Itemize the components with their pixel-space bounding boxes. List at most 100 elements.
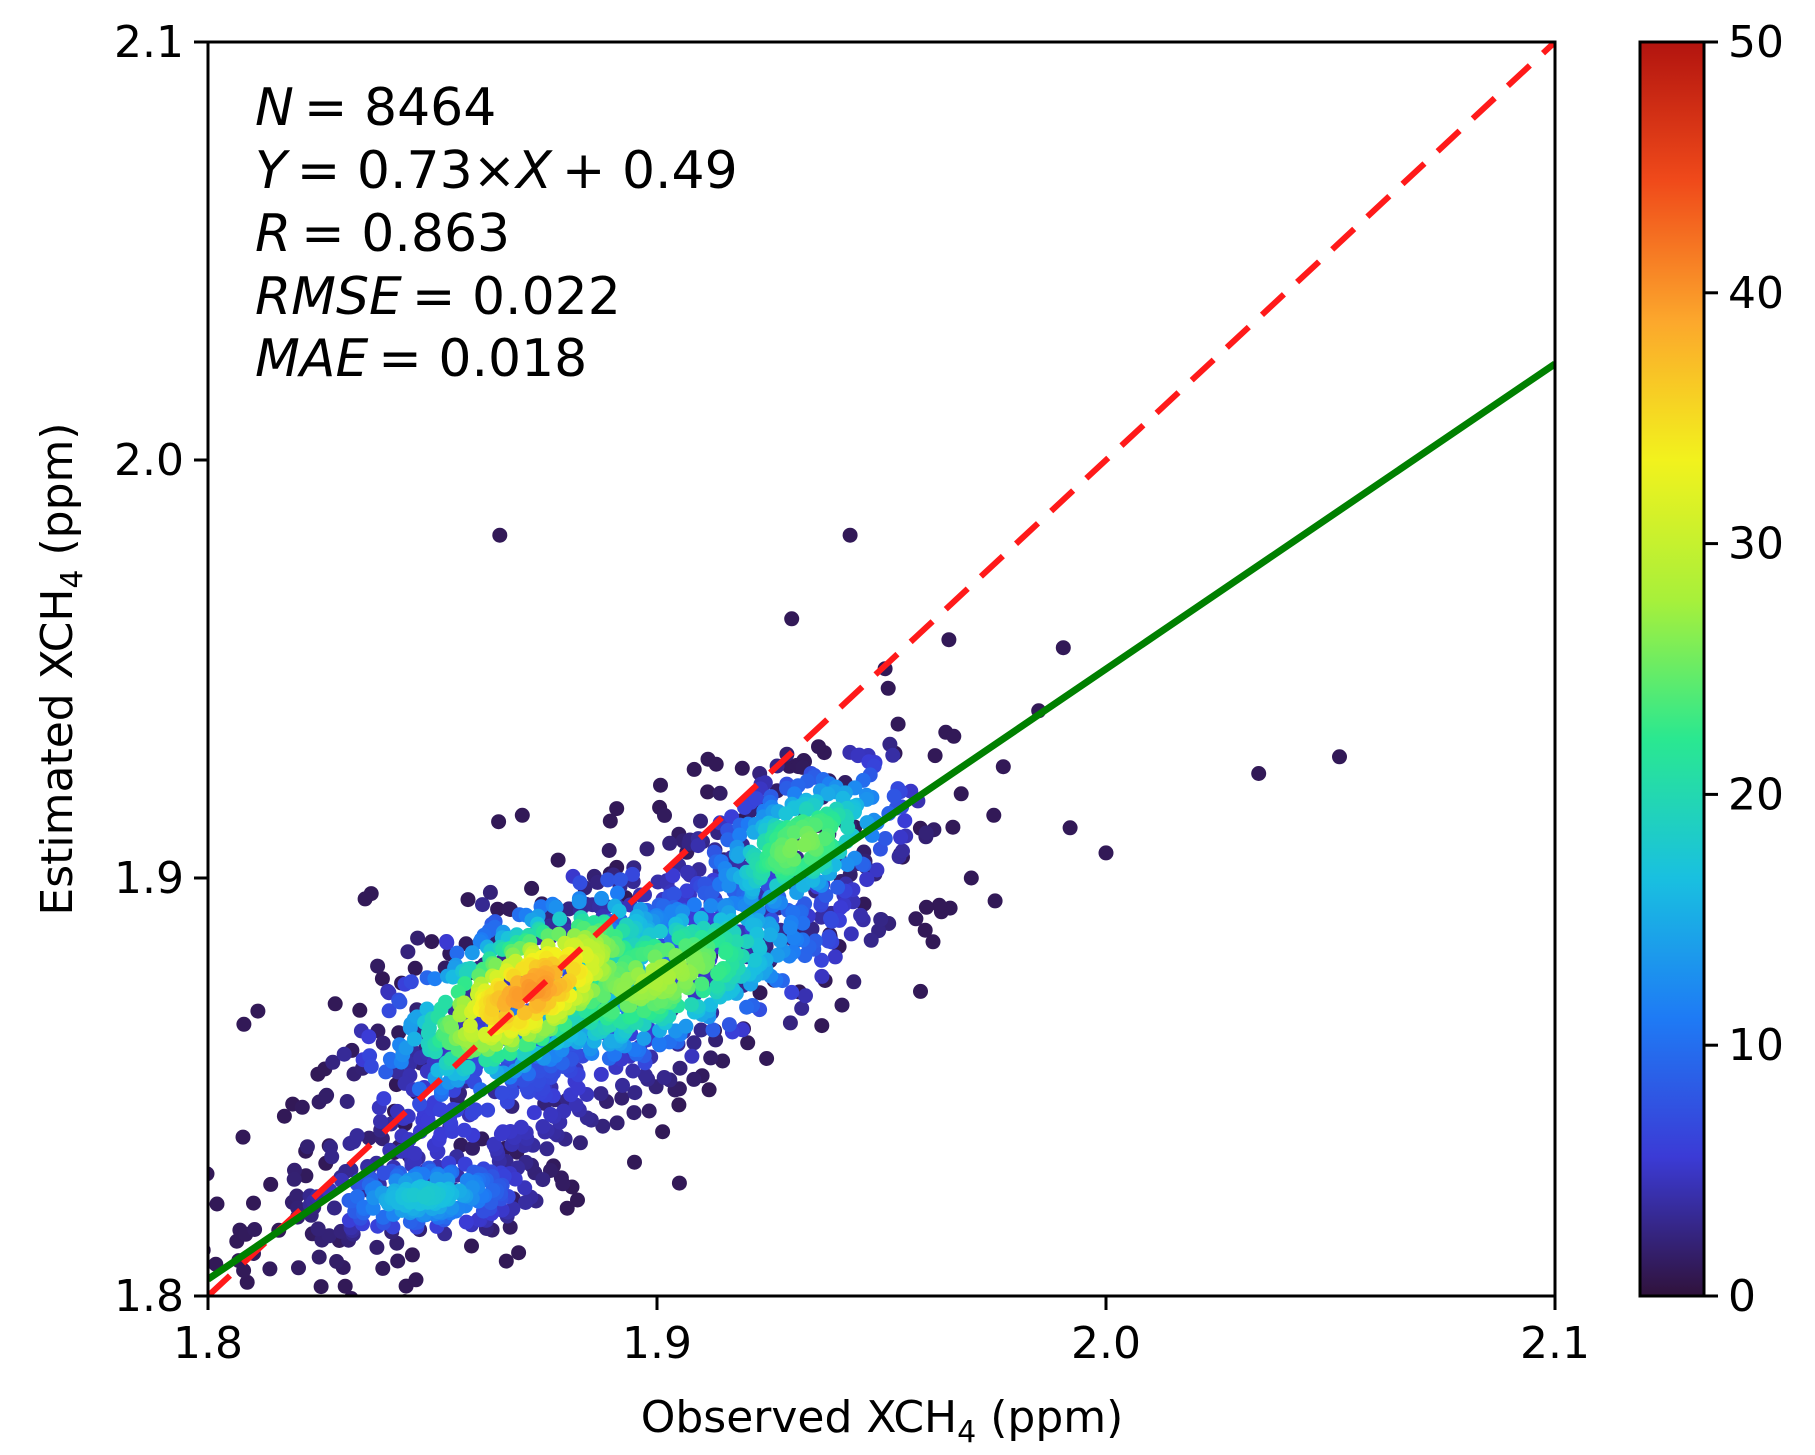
scatter-point — [782, 920, 798, 936]
scatter-point — [657, 807, 672, 823]
scatter-point — [239, 1274, 255, 1290]
scatter-point — [299, 1339, 314, 1354]
scatter-point — [550, 852, 566, 868]
scatter-point — [747, 952, 763, 968]
scatter-point — [740, 1035, 756, 1051]
scatter-point — [329, 1254, 345, 1269]
one-to-one-reference-line — [208, 42, 1555, 1296]
scatter-point — [572, 1135, 588, 1151]
scatter-point — [627, 1085, 643, 1101]
scatter-point — [349, 1128, 365, 1144]
scatter-point — [686, 761, 702, 777]
scatter-point — [655, 1124, 671, 1140]
colorbar — [1638, 40, 1706, 1298]
scatter-point — [693, 813, 708, 829]
scatter-point — [572, 875, 588, 891]
scatter-point — [798, 988, 813, 1004]
scatter-point — [511, 987, 527, 1003]
scatter-point — [289, 1188, 305, 1204]
scatter-point — [794, 1000, 810, 1016]
scatter-point — [539, 1141, 555, 1157]
y-axis-label: Estimated XCH4 (ppm) — [32, 422, 90, 915]
scatter-point — [859, 871, 875, 887]
scatter-point — [439, 935, 455, 950]
scatter-point — [908, 911, 924, 927]
scatter-point — [830, 879, 846, 895]
scatter-point — [759, 1051, 775, 1066]
scatter-point — [814, 1018, 830, 1034]
scatter-point — [895, 843, 910, 859]
scatter-point — [798, 802, 814, 818]
scatter-point — [449, 945, 465, 961]
colorbar-tick-label: 10 — [1728, 1020, 1784, 1071]
scatter-point — [782, 1015, 798, 1031]
scatter-point — [814, 968, 830, 984]
stat-rmse: RMSE = 0.022 — [255, 267, 621, 327]
scatter-point — [381, 1003, 397, 1019]
scatter-point — [739, 934, 755, 950]
scatter-point — [464, 945, 480, 961]
scatter-point — [693, 1022, 709, 1038]
y-tick-label: 1.8 — [114, 1271, 184, 1322]
scatter-point — [594, 890, 609, 906]
scatter-point — [986, 807, 1002, 823]
scatter-point — [995, 759, 1011, 775]
scatter-point — [112, 1227, 127, 1242]
scatter-point — [404, 1247, 420, 1263]
stat-r: R = 0.863 — [255, 204, 510, 264]
scatter-point — [370, 958, 386, 974]
scatter-point — [595, 1118, 611, 1134]
scatter-point — [839, 857, 855, 873]
scatter-point — [247, 1355, 262, 1370]
scatter-point — [246, 1195, 261, 1211]
scatter-point — [548, 899, 564, 915]
scatter-point — [325, 1054, 341, 1070]
x-tick-label: 1.9 — [622, 1318, 692, 1369]
scatter-point — [511, 1245, 527, 1261]
scatter-point — [204, 1436, 219, 1451]
scatter-point — [703, 898, 719, 914]
scatter-point — [609, 1115, 625, 1131]
y-tick-label: 1.9 — [114, 853, 184, 904]
scatter-point — [410, 930, 426, 946]
scatter-point — [694, 976, 710, 992]
scatter-point — [680, 864, 695, 880]
scatter-point — [918, 825, 934, 841]
scatter-point — [373, 1113, 388, 1129]
scatter-point — [890, 716, 906, 732]
scatter-point — [518, 1195, 533, 1210]
scatter-point — [703, 1050, 719, 1066]
scatter-point — [811, 739, 826, 755]
scatter-point — [653, 777, 668, 793]
scatter-point — [299, 1139, 315, 1155]
scatter-point — [846, 974, 862, 990]
colorbar-ticks: 0 10 20 30 40 50 — [1704, 17, 1784, 1322]
scatter-point — [814, 952, 829, 968]
stat-mae: MAE = 0.018 — [255, 329, 587, 389]
scatter-point — [517, 1005, 533, 1021]
scatter-point — [389, 1235, 405, 1251]
scatter-point — [357, 891, 373, 907]
scatter-point — [321, 1228, 337, 1244]
scatter-point — [467, 1102, 483, 1118]
scatter-point — [291, 1260, 306, 1276]
scatter-point — [311, 1249, 327, 1265]
scatter-point — [432, 1102, 448, 1118]
plot-frame — [206, 40, 1557, 1298]
scatter-point — [913, 983, 928, 999]
scatter-point — [817, 831, 832, 847]
scatter-point — [686, 897, 702, 913]
scatter-point — [795, 915, 811, 931]
scatter-point — [686, 1035, 702, 1051]
scatter-point — [480, 1102, 496, 1118]
scatter-point — [247, 1222, 263, 1237]
scatter-point — [369, 1239, 385, 1255]
scatter-point — [339, 1094, 355, 1109]
scatter-point — [834, 997, 850, 1013]
scatter-point — [492, 527, 508, 543]
colorbar-tick-label: 50 — [1728, 17, 1784, 68]
scatter-point — [715, 1053, 731, 1069]
scatter-point — [718, 944, 734, 960]
scatter-point — [144, 1350, 159, 1365]
